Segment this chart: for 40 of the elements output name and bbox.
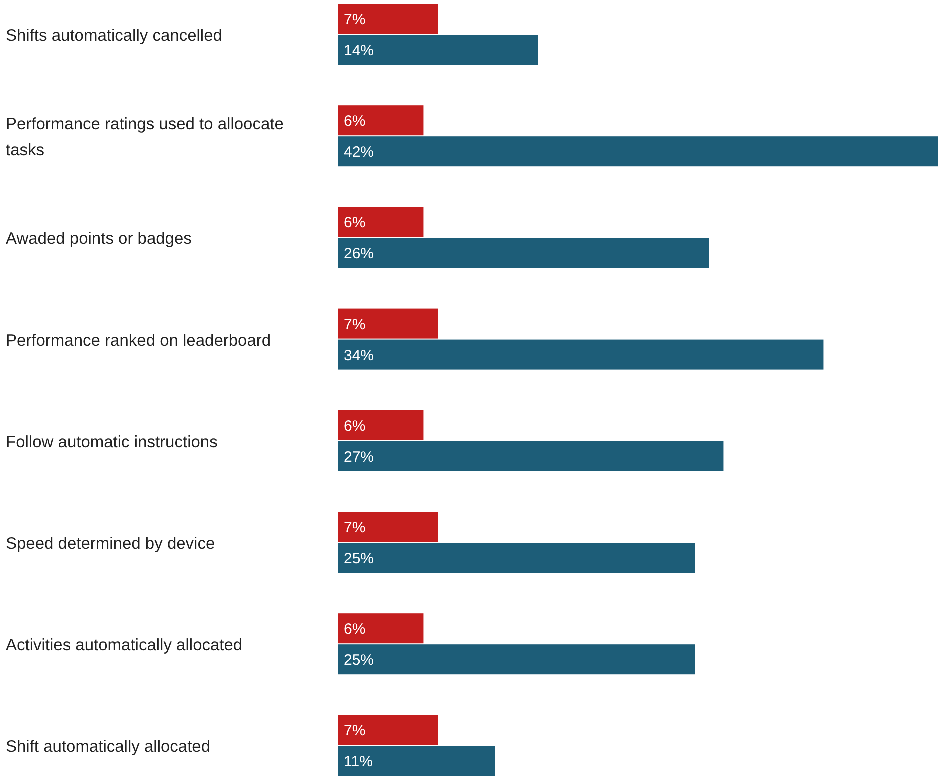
data-label: 6% bbox=[344, 418, 366, 435]
y-tick-label: Speed determined by device bbox=[6, 535, 216, 553]
bar bbox=[338, 35, 538, 65]
data-label: 7% bbox=[344, 520, 366, 536]
data-label: 7% bbox=[344, 12, 366, 28]
data-label: 27% bbox=[344, 448, 374, 466]
bar bbox=[338, 340, 824, 370]
bar bbox=[338, 238, 710, 268]
data-label: 25% bbox=[344, 652, 374, 670]
data-label: 6% bbox=[344, 214, 366, 232]
bar bbox=[338, 136, 938, 167]
bar bbox=[338, 308, 438, 339]
data-label: 6% bbox=[344, 621, 366, 638]
bar bbox=[338, 715, 438, 746]
bar bbox=[338, 410, 424, 440]
bar bbox=[338, 614, 424, 644]
data-label: 14% bbox=[344, 42, 374, 60]
y-tick-label: Performance ratings used to alloocate tasks bbox=[6, 116, 284, 160]
data-label: 11% bbox=[344, 754, 373, 771]
bar bbox=[338, 441, 724, 472]
data-label: 42% bbox=[344, 144, 374, 162]
y-tick-label: Shifts automatically cancelled bbox=[6, 27, 222, 45]
data-label: 7% bbox=[344, 722, 366, 740]
data-label: 7% bbox=[344, 316, 366, 334]
data-label: 25% bbox=[344, 550, 374, 568]
bar bbox=[338, 207, 424, 238]
y-tick-label: Activities automatically allocated bbox=[6, 636, 243, 655]
bar bbox=[338, 512, 438, 542]
bar bbox=[338, 746, 496, 776]
y-tick-label: Follow automatic instructions bbox=[6, 433, 218, 452]
bar bbox=[338, 4, 438, 34]
y-tick-label: Shift automatically allocated bbox=[6, 738, 211, 756]
data-label: 34% bbox=[344, 347, 374, 364]
data-label: 6% bbox=[344, 113, 366, 130]
y-tick-label: Performance ranked on leaderboard bbox=[6, 332, 272, 350]
bar bbox=[338, 543, 696, 573]
bar bbox=[338, 644, 696, 675]
y-tick-label: Awaded points or badges bbox=[6, 230, 192, 248]
bar bbox=[338, 106, 424, 136]
data-label: 26% bbox=[344, 246, 374, 263]
